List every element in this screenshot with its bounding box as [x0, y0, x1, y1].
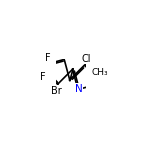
Text: Br: Br: [51, 86, 62, 96]
Text: F: F: [45, 54, 51, 64]
Text: Cl: Cl: [82, 54, 92, 64]
Text: F: F: [40, 72, 46, 82]
Text: CH₃: CH₃: [92, 68, 109, 77]
Text: N: N: [75, 84, 83, 94]
